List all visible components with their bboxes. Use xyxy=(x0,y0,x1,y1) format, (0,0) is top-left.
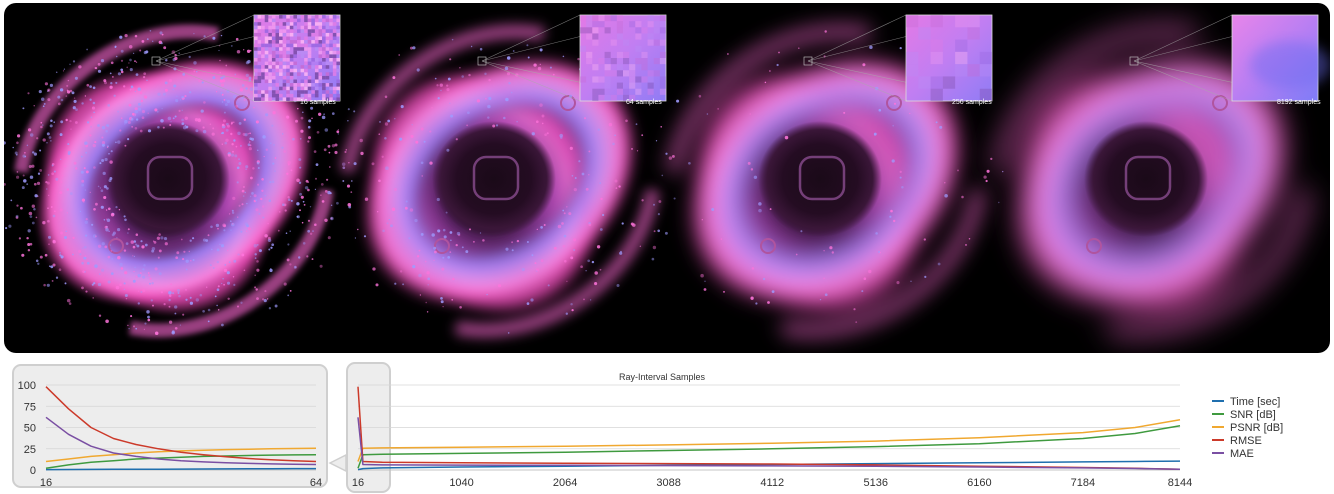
x-tick-label: 4112 xyxy=(760,477,784,489)
x-tick-label: 6160 xyxy=(967,477,991,489)
render-label-64: 64 samples xyxy=(626,99,662,106)
legend-label-mae: MAE xyxy=(1230,448,1254,460)
legend-label-rmse: RMSE xyxy=(1230,435,1262,447)
series-line-time xyxy=(357,460,1181,471)
series-line-rmse xyxy=(45,386,317,463)
series-line-snr xyxy=(45,453,317,470)
x-tick-label: 16 xyxy=(352,477,364,489)
zoom-inset-0 xyxy=(253,14,341,102)
series-line-mae xyxy=(357,417,1181,470)
render-label-16: 16 samples xyxy=(300,99,336,106)
nebula-render-1 xyxy=(324,14,676,338)
render-svg xyxy=(4,14,1330,338)
x-tick-label: 5136 xyxy=(864,477,888,489)
nebula-render-3 xyxy=(992,14,1330,338)
render-comparison-panel xyxy=(4,3,1330,353)
series-line-mae xyxy=(45,416,317,466)
y-tick-label: 75 xyxy=(24,401,36,413)
x-tick-label: 1040 xyxy=(449,477,473,489)
y-tick-label: 100 xyxy=(18,380,36,392)
zoom-inset-2 xyxy=(905,14,993,102)
x-tick-label: 7184 xyxy=(1071,477,1095,489)
series-line-time xyxy=(45,467,316,471)
legend-label-snr: SNR [dB] xyxy=(1230,409,1276,421)
series-line-snr xyxy=(357,425,1181,469)
y-tick-label: 0 xyxy=(30,465,36,477)
zoom-inset-3 xyxy=(1231,14,1330,102)
main-chart-title: Ray-Interval Samples xyxy=(619,372,706,382)
nebula-render-0 xyxy=(4,14,353,338)
x-tick-label: 16 xyxy=(40,477,52,489)
charts-svg: Ray-Interval Samples 0 25 50 75 100 16 64 16 10… xyxy=(18,362,1283,493)
render-label-256: 256 samples xyxy=(952,99,992,106)
zoom-inset-1 xyxy=(579,14,667,102)
x-tick-label: 8144 xyxy=(1168,477,1192,489)
series-line-rmse xyxy=(357,386,1181,470)
nebula-render-2 xyxy=(660,14,1004,338)
x-tick-label: 64 xyxy=(310,477,322,489)
x-tick-label: 3088 xyxy=(656,477,680,489)
y-tick-label: 50 xyxy=(24,423,36,435)
legend-label-time: Time [sec] xyxy=(1230,396,1280,408)
render-label-8192: 8192 samples xyxy=(1277,99,1321,106)
series-line-psnr xyxy=(45,447,317,463)
series-line-psnr xyxy=(357,419,1181,462)
y-tick-label: 25 xyxy=(24,444,36,456)
x-tick-label: 2064 xyxy=(553,477,577,489)
zoom-pointer xyxy=(328,453,347,473)
legend-label-psnr: PSNR [dB] xyxy=(1230,422,1283,434)
